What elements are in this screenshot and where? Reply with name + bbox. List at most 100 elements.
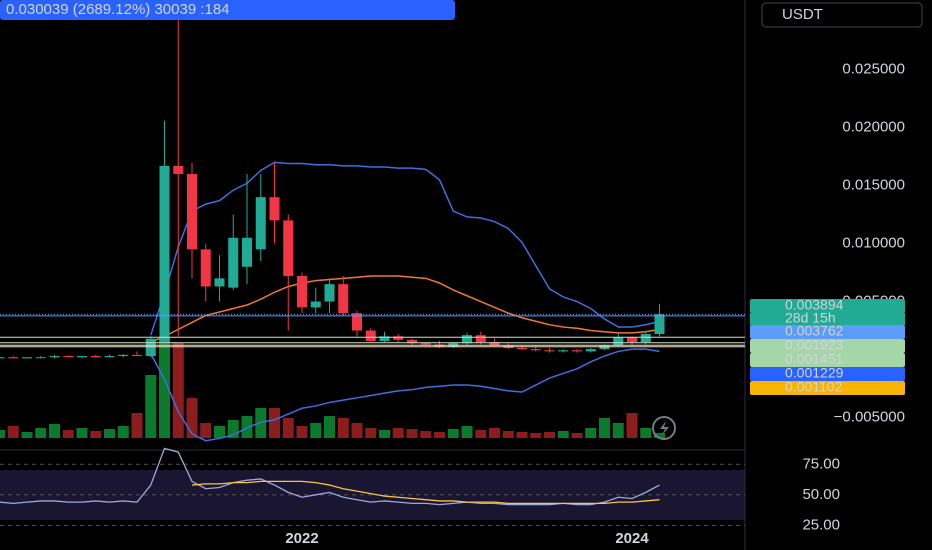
band-lower (150, 348, 660, 442)
volume-bar (379, 430, 390, 438)
volume-bar (282, 418, 294, 438)
candle-body (544, 350, 555, 352)
price-label-box (750, 367, 905, 381)
candle-body (585, 349, 596, 352)
volume-bar (227, 420, 239, 438)
volume-bar (21, 432, 33, 438)
candle-body (255, 197, 266, 250)
volume-bar (117, 426, 129, 438)
candle-body (228, 237, 239, 288)
volume-bar (626, 413, 638, 438)
price-label-box (750, 381, 905, 395)
rsi-tick-label: 75.00 (802, 455, 840, 472)
alert-bolt (660, 421, 669, 435)
candle-body (627, 337, 637, 343)
volume-bar (461, 426, 473, 438)
x-tick-label: 2024 (615, 530, 649, 547)
candle-body (393, 336, 404, 340)
alert-icon[interactable] (652, 416, 676, 440)
price-label: 0.003894 (785, 297, 844, 313)
currency[interactable]: USDT (782, 6, 823, 23)
candle-body (283, 220, 294, 277)
countdown-box (750, 313, 905, 325)
volume-bar (447, 429, 459, 438)
volume-bar (241, 416, 253, 438)
candle-body (530, 349, 541, 351)
price-label: 0.001923 (785, 337, 844, 353)
candle-body (173, 165, 184, 174)
volume-bar (0, 430, 5, 438)
volume-bar (475, 430, 487, 438)
volume-bar (200, 423, 212, 438)
candle-body (517, 347, 527, 350)
band-upper (150, 161, 660, 336)
legend-text: 0.030039 (2689.12%) 30039 :184 (6, 1, 230, 18)
price-label: 0.001451 (785, 351, 844, 367)
volume-bar (145, 375, 157, 438)
volume-bar (7, 426, 19, 438)
volume-bar (434, 432, 445, 438)
price-label-box (750, 325, 905, 339)
band-basis (150, 275, 660, 343)
price-label-box (750, 353, 905, 367)
candle-body (420, 343, 431, 345)
rsi-band (0, 470, 745, 520)
candle-body (297, 276, 307, 308)
price-label: 0.001102 (785, 379, 843, 395)
y-tick-label: 0.025000 (842, 61, 905, 78)
candle-body (324, 284, 335, 302)
volume-bar (255, 408, 267, 438)
volume-bar (599, 418, 610, 438)
candle-body (365, 330, 376, 341)
volume-bar (104, 429, 115, 438)
volume-bar (420, 431, 432, 438)
candle-body (613, 337, 624, 346)
candle-body (338, 284, 349, 314)
candle-body (35, 357, 46, 359)
candle-body (654, 314, 665, 335)
volume-bar (571, 433, 583, 438)
candle-body (572, 350, 582, 352)
volume-bar (296, 426, 308, 438)
volume-bar (62, 430, 74, 438)
rsi-tick-label: 50.00 (802, 486, 840, 503)
candle-body (77, 356, 87, 358)
volume-bar (159, 338, 170, 438)
candle-body (63, 356, 74, 358)
price-label-box (750, 299, 905, 313)
candle-body (462, 335, 472, 344)
volume-bar (544, 432, 555, 438)
volume-bar (585, 428, 597, 438)
candle-body (640, 334, 651, 343)
countdown: 28d 15h (785, 310, 836, 326)
candle-body (22, 357, 32, 359)
candle-body (242, 237, 252, 267)
rsi-line (191, 480, 660, 505)
volume-bar (406, 429, 418, 438)
volume-bar (530, 433, 542, 438)
volume-bar (324, 416, 335, 438)
x-tick-label: 2022 (285, 530, 318, 547)
candle-body (49, 356, 60, 358)
candle-body (132, 354, 142, 357)
candle-body (200, 249, 211, 287)
legend-box (0, 0, 455, 20)
volume-bar (214, 426, 225, 438)
currency-button[interactable] (761, 2, 923, 28)
candle-body (214, 278, 225, 287)
volume-bar (392, 428, 404, 438)
volume-bar (186, 398, 198, 438)
volume-bar (337, 418, 349, 438)
y-tick-label: 0.015000 (842, 177, 905, 194)
candle-body (310, 301, 321, 308)
volume-bar (654, 433, 665, 438)
candle-body (558, 350, 569, 352)
volume-bar (489, 428, 500, 438)
candle-body (90, 356, 101, 358)
candle-body (489, 342, 500, 346)
candle-body (104, 356, 115, 358)
volume-bar (172, 343, 184, 438)
candle-body (599, 345, 610, 350)
